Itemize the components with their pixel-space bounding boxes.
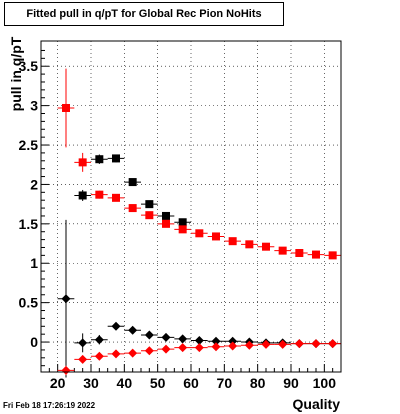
x-tick-label: 40 — [117, 375, 133, 391]
data-point — [128, 204, 137, 213]
data-point — [261, 339, 271, 349]
series-1 — [74, 154, 191, 227]
data-point — [328, 339, 338, 349]
data-point — [78, 191, 87, 200]
chart-title: Fitted pull in q/pT for Global Rec Pion … — [4, 2, 284, 26]
data-point — [178, 343, 188, 353]
data-point — [312, 250, 320, 259]
data-point — [228, 237, 237, 246]
data-point — [244, 340, 254, 350]
data-point — [94, 335, 104, 345]
data-point — [161, 332, 171, 342]
y-tick-label: 1.5 — [19, 216, 39, 232]
data-point — [178, 225, 187, 234]
data-point — [311, 339, 321, 349]
data-point — [262, 242, 270, 251]
data-point — [145, 211, 154, 220]
x-tick-label: 50 — [150, 375, 166, 391]
y-tick-label: 0 — [30, 334, 38, 350]
x-tick-label: 20 — [50, 375, 66, 391]
x-tick-label: 80 — [250, 375, 266, 391]
data-point — [294, 339, 304, 349]
data-point — [78, 354, 88, 364]
data-point — [128, 348, 138, 358]
x-tick-label: 30 — [83, 375, 99, 391]
x-tick-label: 100 — [313, 375, 337, 391]
data-point — [211, 342, 221, 352]
data-point — [178, 334, 188, 344]
series-4 — [57, 339, 341, 376]
y-axis-label: pull in q/pT — [8, 36, 24, 112]
data-point — [144, 330, 154, 340]
data-point — [94, 351, 104, 361]
data-point — [161, 344, 171, 354]
data-point — [62, 103, 70, 112]
data-point — [78, 338, 88, 348]
data-point — [111, 321, 121, 331]
data-point — [162, 219, 170, 228]
data-point — [178, 218, 187, 227]
y-tick-label: 3.5 — [19, 58, 39, 74]
y-tick-label: 2.5 — [19, 137, 39, 153]
x-tick-label: 70 — [217, 375, 233, 391]
data-point — [328, 251, 337, 260]
data-point — [228, 341, 238, 351]
data-point — [128, 325, 138, 335]
data-point — [162, 211, 170, 220]
timestamp-label: Fri Feb 18 17:26:19 2022 — [3, 401, 96, 410]
data-point — [144, 346, 154, 356]
data-point — [278, 339, 288, 349]
data-point — [78, 158, 87, 167]
data-point — [112, 193, 120, 202]
data-point — [245, 240, 254, 249]
data-point — [211, 336, 221, 346]
series-2 — [57, 68, 341, 260]
data-point — [61, 294, 71, 304]
data-point — [61, 365, 71, 375]
data-point — [228, 336, 238, 346]
data-point — [128, 178, 137, 187]
data-point — [194, 335, 204, 345]
data-point — [111, 349, 121, 359]
plot-area — [41, 41, 341, 372]
data-point — [194, 343, 204, 353]
x-axis-label: Quality — [292, 396, 340, 412]
y-tick-label: 3 — [30, 98, 38, 114]
y-tick-label: 2 — [30, 176, 38, 192]
data-point — [145, 200, 154, 209]
data-point — [212, 232, 220, 241]
y-tick-label: 1 — [30, 255, 38, 271]
data-point — [112, 154, 120, 163]
y-tick-label: 0.5 — [19, 295, 39, 311]
data-point — [95, 155, 104, 164]
data-point — [95, 190, 104, 199]
x-tick-label: 60 — [183, 375, 199, 391]
x-tick-label: 90 — [283, 375, 299, 391]
data-point — [295, 248, 304, 257]
data-point — [278, 246, 287, 255]
data-point — [195, 229, 204, 238]
plot-frame — [40, 40, 342, 373]
